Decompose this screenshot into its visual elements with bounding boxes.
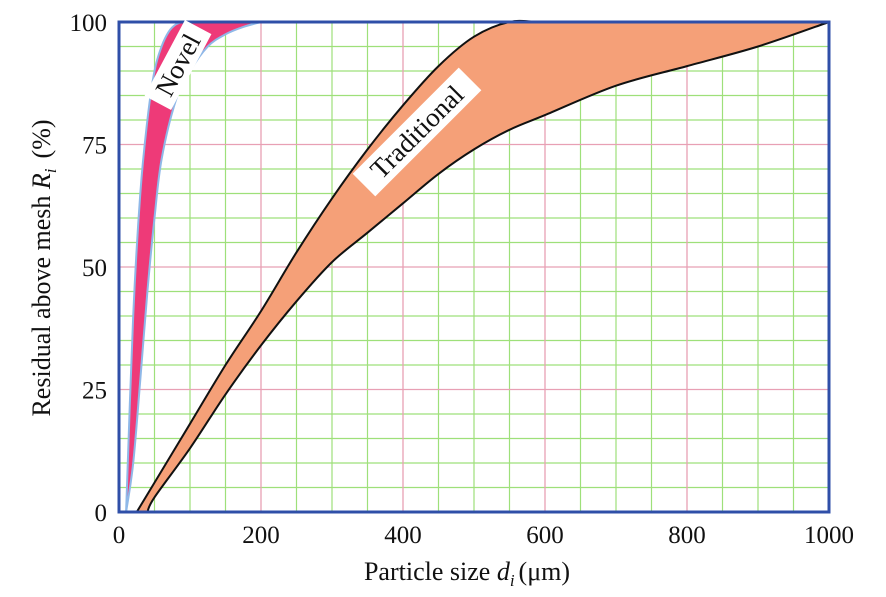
x-tick-label: 400 (384, 522, 422, 549)
x-tick-label: 800 (668, 522, 706, 549)
novel-band-area (126, 21, 261, 512)
y-tick-label: 0 (95, 500, 108, 527)
y-axis-title: Residual above mesh Ri(%) (27, 119, 60, 416)
plot-frame (117, 20, 831, 514)
y-tick-label: 75 (82, 133, 107, 160)
x-tick-label: 1000 (804, 522, 854, 549)
x-tick-label: 0 (113, 522, 126, 549)
x-axis-title: Particle size di (μm) (364, 557, 570, 590)
novel-lower-curve (125, 21, 262, 513)
y-tick-label: 25 (82, 378, 107, 405)
x-tick-label: 600 (526, 522, 564, 549)
y-tick-label: 100 (70, 10, 108, 37)
x-tick-label: 200 (242, 522, 280, 549)
traditional-label-box (352, 67, 482, 197)
traditional-band-area (136, 20, 829, 513)
novel-label-box (144, 19, 212, 111)
y-tick-label: 50 (82, 255, 107, 282)
tick-labels: 0 200 400 600 800 1000 0 25 50 75 100 (70, 10, 855, 549)
traditional-lower-curve (146, 21, 830, 513)
